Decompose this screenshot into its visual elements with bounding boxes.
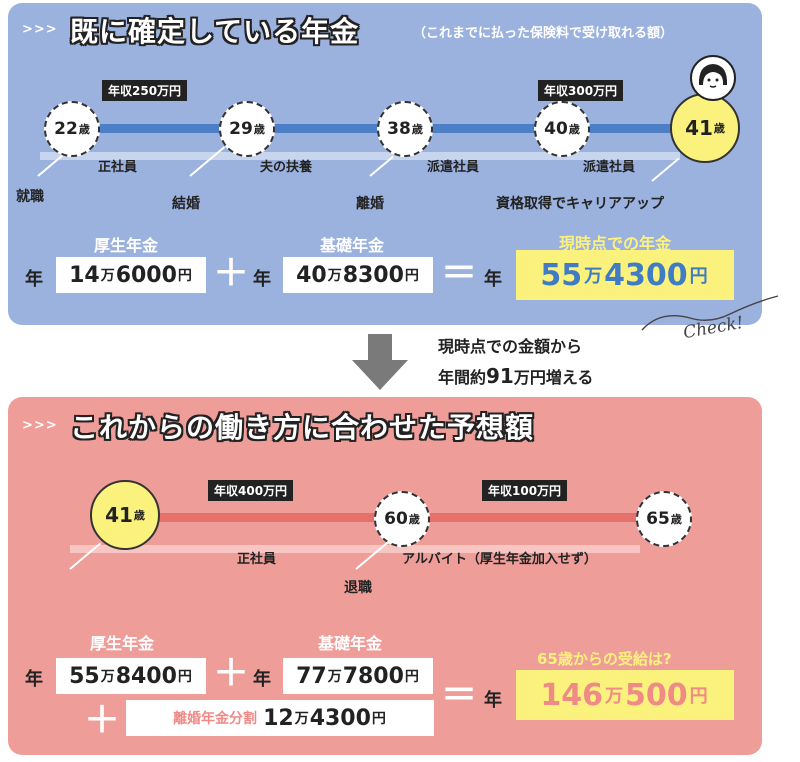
age-circle: 65 歳: [636, 491, 692, 547]
divorce-split-box: 離婚年金分割 12 万 4300 円: [126, 700, 434, 736]
income-tag: 年収300万円: [538, 80, 624, 101]
event-label: 結婚: [172, 196, 200, 212]
kiso-amount-box: 40 万 8300 円: [283, 257, 433, 293]
event-label: 資格取得でキャリアアップ: [496, 196, 664, 212]
kiso-label: 基礎年金: [318, 634, 383, 653]
kiso-amount-box: 77 万 7800 円: [283, 658, 433, 694]
timeline-stripe: [40, 152, 680, 160]
age-circle: 40 歳: [534, 101, 590, 157]
section2-title: これからの働き方に合わせた予想額: [70, 411, 535, 444]
kosei-amount-box: 14 万 6000 円: [56, 257, 206, 293]
plus-sign: ＋: [213, 653, 250, 694]
plus-sign: ＋: [213, 253, 250, 294]
year-label: 年: [484, 690, 502, 711]
kosei-label: 厚生年金: [94, 236, 159, 255]
section1-note: （これまでに払った保険料で受け取れる額）: [413, 26, 674, 41]
plus-sign: ＋: [84, 700, 121, 741]
age-circle: 29 歳: [219, 101, 275, 157]
current-age-circle: 41 歳: [670, 93, 740, 163]
down-arrow-icon: [352, 334, 408, 390]
event-label: 離婚: [356, 196, 384, 212]
year-label: 年: [484, 269, 502, 290]
job-label: アルバイト（厚生年金加入せず）: [402, 552, 597, 567]
equals-sign: ＝: [441, 253, 478, 294]
job-label: 正社員: [237, 552, 277, 567]
event-label: 就職: [16, 189, 44, 205]
year-label: 年: [253, 669, 271, 690]
year-label: 年: [25, 669, 43, 690]
equals-sign: ＝: [441, 675, 478, 716]
check-swoosh-icon: [641, 295, 779, 331]
job-label: 正社員: [98, 160, 138, 175]
year-label: 年: [25, 269, 43, 290]
kiso-label: 基礎年金: [320, 236, 385, 255]
current-pension-label: 現時点での年金: [559, 234, 672, 253]
income-tag: 年収100万円: [482, 480, 568, 501]
year-label: 年: [253, 269, 271, 290]
question-label: 65歳からの受給は?: [537, 650, 672, 668]
timeline-stripe: [70, 545, 640, 553]
section1-title: 既に確定している年金: [70, 15, 360, 48]
avatar-woman-icon: [690, 55, 736, 101]
job-label: 夫の扶養: [260, 160, 313, 175]
projected-pension-result: 146 万 500 円: [516, 670, 734, 720]
current-age-circle: 41 歳: [90, 480, 160, 550]
event-label: 退職: [344, 580, 372, 596]
age-circle: 22 歳: [44, 101, 100, 157]
current-pension-result: 55 万 4300 円: [516, 250, 734, 300]
section-arrows: >>>: [22, 418, 58, 433]
income-tag: 年収400万円: [208, 480, 294, 501]
age-circle: 38 歳: [377, 101, 433, 157]
income-tag: 年収250万円: [102, 80, 188, 101]
job-label: 派遣社員: [427, 160, 480, 175]
age-circle: 60 歳: [374, 491, 430, 547]
increase-note: 現時点での金額から 年間約91万円増える: [438, 337, 594, 388]
section-arrows: >>>: [22, 22, 58, 37]
kosei-label: 厚生年金: [90, 634, 155, 653]
job-label: 派遣社員: [583, 160, 636, 175]
kosei-amount-box: 55 万 8400 円: [56, 658, 206, 694]
